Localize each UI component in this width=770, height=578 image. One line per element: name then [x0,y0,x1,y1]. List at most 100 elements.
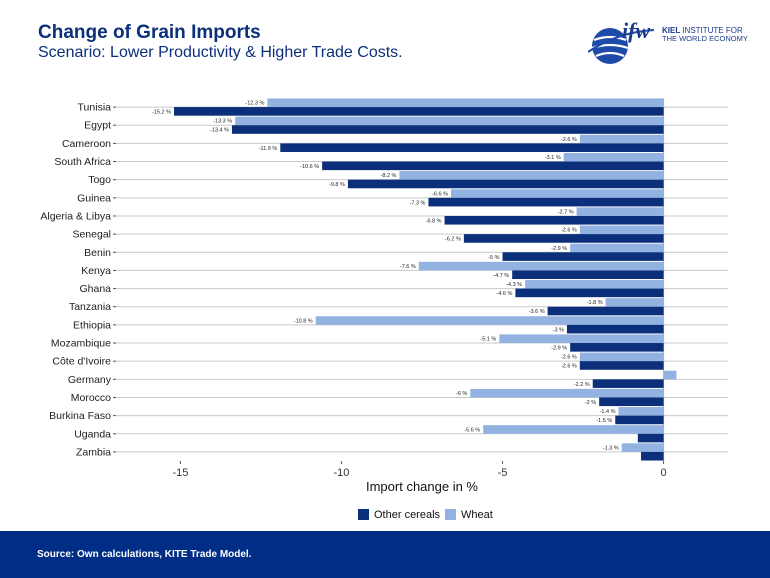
x-tick-label: -10 [334,467,350,479]
bar-other-cereals [444,215,664,225]
bar-wheat [605,298,664,307]
y-tick-label: Uganda [74,428,111,440]
bar-wheat [618,407,664,416]
bar-other-cereals [463,234,664,243]
legend-swatch [445,509,456,520]
data-label-other-cereals: -2.2 % [574,382,590,388]
bar-wheat [663,370,677,380]
bar-wheat [399,171,664,180]
logo-institute-for: INSTITUTE FOR [682,26,743,35]
y-tick-label: Germany [68,374,112,386]
y-tick-label: Benin [84,247,111,259]
bar-other-cereals [347,179,664,189]
bar-other-cereals [515,288,664,298]
bar-wheat [315,316,664,325]
data-label-other-cereals: -1.5 % [596,418,612,424]
data-label-wheat: -1.8 % [587,300,603,306]
bar-other-cereals [547,306,664,316]
y-tick-label: Kenya [81,265,111,277]
y-tick-label: Guinea [77,192,111,204]
data-label-wheat: -2.7 % [558,209,574,215]
bar-wheat [483,425,664,434]
bar-wheat [499,334,664,344]
y-tick-label: Ghana [79,283,111,295]
y-tick-label: Zambia [76,446,111,458]
y-tick-label: Côte d'Ivoire [52,356,111,368]
data-label-wheat: -2.6 % [561,137,577,143]
data-label-wheat: -2.6 % [561,355,577,361]
data-label-wheat: -5.1 % [480,337,496,343]
bar-wheat [470,388,664,398]
data-label-wheat: -5.6 % [464,427,480,433]
bar-wheat [450,189,664,198]
ifw-logo: ifw [588,18,655,64]
y-tick-label: South Africa [54,156,111,168]
legend-label: Other cereals [374,509,441,521]
data-label-other-cereals: -6.8 % [426,218,442,224]
bar-other-cereals [512,270,664,280]
data-label-wheat: -6 % [456,391,467,397]
bar-wheat [570,243,664,253]
logo-mark: ifw [622,18,650,43]
bar-wheat [579,225,664,235]
bar-other-cereals [322,161,664,171]
data-label-other-cereals: -2.6 % [561,364,577,370]
bar-wheat [579,352,664,362]
bar-wheat [576,207,664,216]
data-label-other-cereals: -7.3 % [410,200,426,206]
bar-other-cereals [599,397,664,407]
y-tick-label: Burkina Faso [49,410,111,422]
y-tick-label: Senegal [72,229,111,241]
bar-wheat [579,134,664,144]
data-label-other-cereals: -10.6 % [300,164,319,170]
source-note: Source: Own calculations, KITE Trade Mod… [37,549,252,560]
data-label-other-cereals: -4.6 % [497,291,513,297]
data-label-wheat: -7.6 % [400,264,416,270]
bar-wheat [563,152,664,162]
bar-wheat [525,279,664,289]
bar-other-cereals [502,252,664,261]
bar-other-cereals [579,361,664,370]
y-tick-label: Mozambique [51,338,111,350]
bar-wheat [418,261,664,271]
y-tick-label: Algeria & Libya [40,210,111,222]
bar-wheat [235,116,664,126]
bar-chart: Tunisia -12.3 % -15.2 % Egypt -13.3 % -13.4 %… [40,98,728,521]
logo-institute-name: KIEL INSTITUTE FOR [662,26,743,35]
x-tick-label: 0 [661,467,667,479]
bar-other-cereals [570,343,664,352]
chart-subtitle: Scenario: Lower Productivity & Higher Tr… [38,44,403,61]
data-label-wheat: -10.8 % [294,318,313,324]
y-tick-label: Morocco [71,392,111,404]
data-label-other-cereals: -2 % [585,400,596,406]
data-label-wheat: -2.6 % [561,228,577,234]
y-tick-label: Egypt [84,120,111,132]
y-tick-label: Tanzania [69,301,111,313]
bar-other-cereals [231,125,664,134]
data-label-other-cereals: -15.2 % [152,110,171,116]
y-tick-label: Tunisia [78,102,112,114]
data-label-other-cereals: -9.8 % [329,182,345,188]
bar-other-cereals [428,197,664,207]
data-label-wheat: -12.3 % [245,101,264,107]
logo-kiel: KIEL [662,26,681,35]
y-tick-label: Cameroon [62,138,111,150]
data-label-wheat: -4.3 % [506,282,522,288]
logo-world-economy: THE WORLD ECONOMY [662,34,748,43]
data-label-wheat: -6.6 % [432,191,448,197]
data-label-wheat: -2.9 % [551,246,567,252]
data-label-wheat: -8.2 % [381,173,397,179]
bar-other-cereals [637,433,664,443]
y-tick-label: Togo [88,174,111,186]
data-label-other-cereals: -11.9 % [259,146,278,152]
data-label-other-cereals: -3 % [553,327,564,333]
x-axis-label: Import change in % [366,479,478,494]
data-label-other-cereals: -2.9 % [551,346,567,352]
data-label-other-cereals: -5 % [488,255,499,261]
bar-other-cereals [592,379,664,388]
bar-wheat [267,98,664,108]
x-tick-label: -5 [498,467,508,479]
legend-swatch [358,509,369,520]
bar-wheat [621,443,664,452]
footer-bar: Source: Own calculations, KITE Trade Mod… [0,531,770,578]
